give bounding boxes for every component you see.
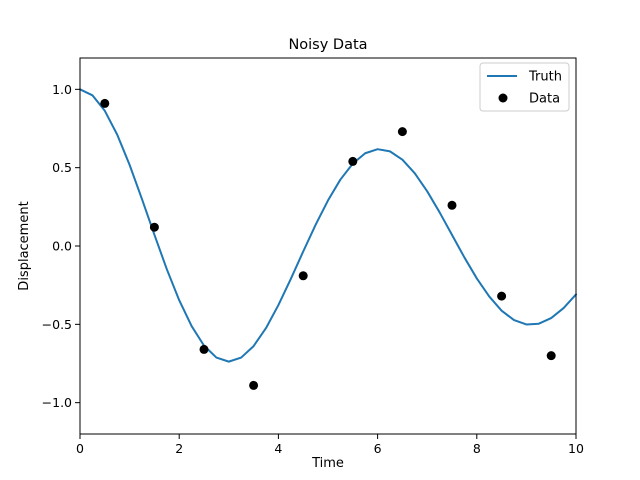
data-point [149, 222, 159, 232]
x-tick-label: 8 [473, 441, 481, 456]
data-point [249, 380, 259, 390]
y-tick-label: 1.0 [52, 82, 72, 97]
data-point [199, 344, 209, 354]
chart-title: Noisy Data [288, 37, 367, 53]
x-tick-label: 6 [374, 441, 382, 456]
series-layer [79, 88, 577, 390]
data-point [546, 351, 556, 361]
y-axis-ticks: 1.0 0.5 0.0 −0.5 −1.0 [42, 82, 80, 410]
x-tick-label: 0 [76, 441, 84, 456]
axes-background [80, 58, 576, 434]
y-tick-label: 0.0 [52, 239, 72, 254]
data-point [447, 200, 457, 210]
x-axis-label: Time [311, 456, 344, 471]
data-point [298, 271, 308, 281]
x-tick-label: 4 [274, 441, 282, 456]
y-tick-label: −0.5 [42, 317, 72, 332]
legend-label-data: Data [529, 92, 560, 107]
data-point [100, 98, 110, 108]
y-tick-label: 0.5 [52, 160, 72, 175]
legend-marker-swatch [498, 93, 508, 103]
legend-label-truth: Truth [528, 70, 562, 85]
y-axis-label: Displacement [17, 201, 32, 290]
data-point [348, 156, 358, 166]
y-tick-label: −1.0 [42, 395, 72, 410]
x-axis-ticks: 0 2 4 6 8 10 [76, 434, 584, 456]
truth-line [79, 88, 577, 363]
plot-area [79, 57, 577, 435]
legend: Truth Data [479, 62, 570, 112]
data-point [497, 291, 507, 301]
data-point [397, 127, 407, 137]
x-tick-label: 10 [568, 441, 584, 456]
x-tick-label: 2 [175, 441, 183, 456]
